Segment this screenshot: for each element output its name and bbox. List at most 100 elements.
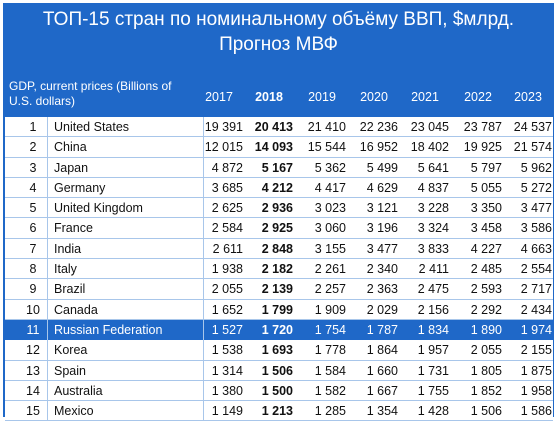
table-row: 12 Korea 1 538 1 693 1 778 1 864 1 957 2 055 2 1… [5,340,553,361]
value-cell-2018: 20 413 [254,120,293,134]
value-cell-2022: 1 890 [470,322,502,337]
value-cell-2021: 2 411 [418,262,449,277]
title-line-2: Прогноз МВФ [219,34,338,55]
value-cell-2020: 1 354 [366,404,398,419]
value-cell-2017: 12 015 [204,140,243,155]
value-cell-2021: 4 837 [417,180,449,195]
value-cell-2022: 5 055 [470,180,502,195]
value-cell-2018: 1 799 [261,302,293,317]
value-cell-2019: 2 257 [314,282,346,297]
value-cell-2020: 3 121 [366,201,398,216]
value-cell-2022: 19 925 [463,140,502,155]
value-cell-2023: 5 272 [520,180,552,195]
rank-cell: 13 [26,363,40,378]
rank-cell: 3 [29,160,37,175]
rank-cell: 8 [29,262,37,277]
value-cell-2021: 18 402 [410,140,449,155]
year-header-2021: 2021 [411,90,439,104]
value-cell-2019: 2 261 [314,262,346,277]
rank-cell: 4 [29,180,37,195]
table-row: 1 United States 19 391 20 413 21 410 22 236 23… [5,117,553,138]
value-cell-2022: 5 797 [470,160,502,175]
value-cell-2022: 4 227 [470,241,502,256]
value-cell-2023: 2 434 [520,302,552,317]
table-row: 8 Italy 1 938 2 182 2 261 2 340 2 411 2 485 2 55… [5,259,553,280]
rank-cell: 10 [26,302,40,317]
value-cell-2019: 1 778 [314,343,346,358]
value-cell-2021: 1 731 [417,363,449,378]
value-cell-2021: 2 475 [417,282,449,297]
value-cell-2019: 21 410 [307,120,346,134]
value-cell-2017: 1 380 [211,383,243,398]
value-cell-2021: 3 324 [417,221,449,236]
value-cell-2017: 1 149 [211,404,243,419]
table-row: 6 France 2 584 2 925 3 060 3 196 3 324 3 458 3 5… [5,218,553,239]
value-cell-2019: 1 285 [314,404,346,419]
value-cell-2022: 2 055 [470,343,502,358]
year-header-2019: 2019 [308,90,336,104]
year-header-2017: 2017 [205,90,233,104]
value-cell-2022: 2 292 [470,302,502,317]
value-cell-2019: 3 060 [314,221,346,236]
value-cell-2021: 1 755 [417,383,449,398]
value-cell-2023: 3 586 [520,221,552,236]
country-cell: Japan [54,160,89,175]
value-cell-2021: 2 156 [417,302,449,317]
rank-cell: 1 [29,120,37,134]
value-cell-2017: 4 872 [211,160,243,175]
rank-cell: 6 [29,221,37,236]
table-row: 5 United Kingdom 2 625 2 936 3 023 3 121 3 228… [5,198,553,219]
rank-cell: 11 [26,322,40,337]
value-cell-2022: 1 805 [470,363,502,378]
value-cell-2020: 4 629 [366,180,398,195]
value-cell-2017: 2 055 [211,282,243,297]
value-cell-2020: 2 340 [366,262,398,277]
value-cell-2017: 2 584 [211,221,243,236]
value-cell-2020: 2 363 [366,282,398,297]
table-row: 14 Australia 1 380 1 500 1 582 1 667 1 755 1 85… [5,381,553,402]
value-cell-2017: 19 391 [204,120,243,134]
value-cell-2017: 1 314 [211,363,243,378]
year-header-2018: 2018 [255,90,283,104]
table-row: 10 Canada 1 652 1 799 1 909 2 029 2 156 2 292 2 … [5,300,553,320]
value-cell-2018: 2 936 [261,201,293,216]
table-row: 9 Brazil 2 055 2 139 2 257 2 363 2 475 2 593 2 7… [5,279,553,300]
value-cell-2023: 4 663 [520,241,552,256]
value-cell-2023: 2 717 [520,282,552,297]
value-cell-2022: 2 593 [470,282,502,297]
table-row: 11 Russian Federation 1 527 1 720 1 754 1 787… [5,319,553,341]
country-cell: Russian Federation [54,322,163,337]
value-cell-2018: 4 212 [261,180,293,195]
value-cell-2018: 2 182 [261,262,293,277]
country-cell: Canada [54,302,98,317]
country-cell: United Kingdom [54,201,143,216]
rank-cell: 15 [26,404,40,419]
value-cell-2021: 1 957 [417,343,449,358]
table-row: 15 Mexico 1 149 1 213 1 285 1 354 1 428 1 506 1 … [5,401,553,421]
value-cell-2018: 5 167 [261,160,293,175]
value-cell-2018: 1 500 [261,383,293,398]
year-header-2023: 2023 [514,90,542,104]
value-cell-2018: 2 848 [261,241,293,256]
value-cell-2018: 1 506 [261,363,293,378]
value-cell-2020: 5 499 [366,160,398,175]
column-divider [203,117,204,421]
value-cell-2023: 1 974 [520,322,552,337]
value-cell-2020: 1 660 [366,363,398,378]
rank-cell: 5 [29,201,37,216]
country-cell: China [54,140,87,155]
value-cell-2020: 3 196 [366,221,398,236]
value-cell-2020: 22 236 [359,120,398,134]
country-cell: Germany [54,180,106,195]
value-cell-2020: 1 787 [366,322,398,337]
value-cell-2021: 23 045 [410,120,449,134]
country-cell: Spain [54,363,86,378]
value-cell-2017: 1 538 [211,343,243,358]
value-cell-2020: 2 029 [366,302,398,317]
chart-title: ТОП-15 стран по номинальному объёму ВВП,… [3,7,554,57]
value-cell-2018: 14 093 [254,140,293,155]
value-cell-2023: 24 537 [513,120,552,134]
value-cell-2022: 3 350 [470,201,502,216]
rank-cell: 7 [29,241,37,256]
value-cell-2021: 5 641 [417,160,449,175]
